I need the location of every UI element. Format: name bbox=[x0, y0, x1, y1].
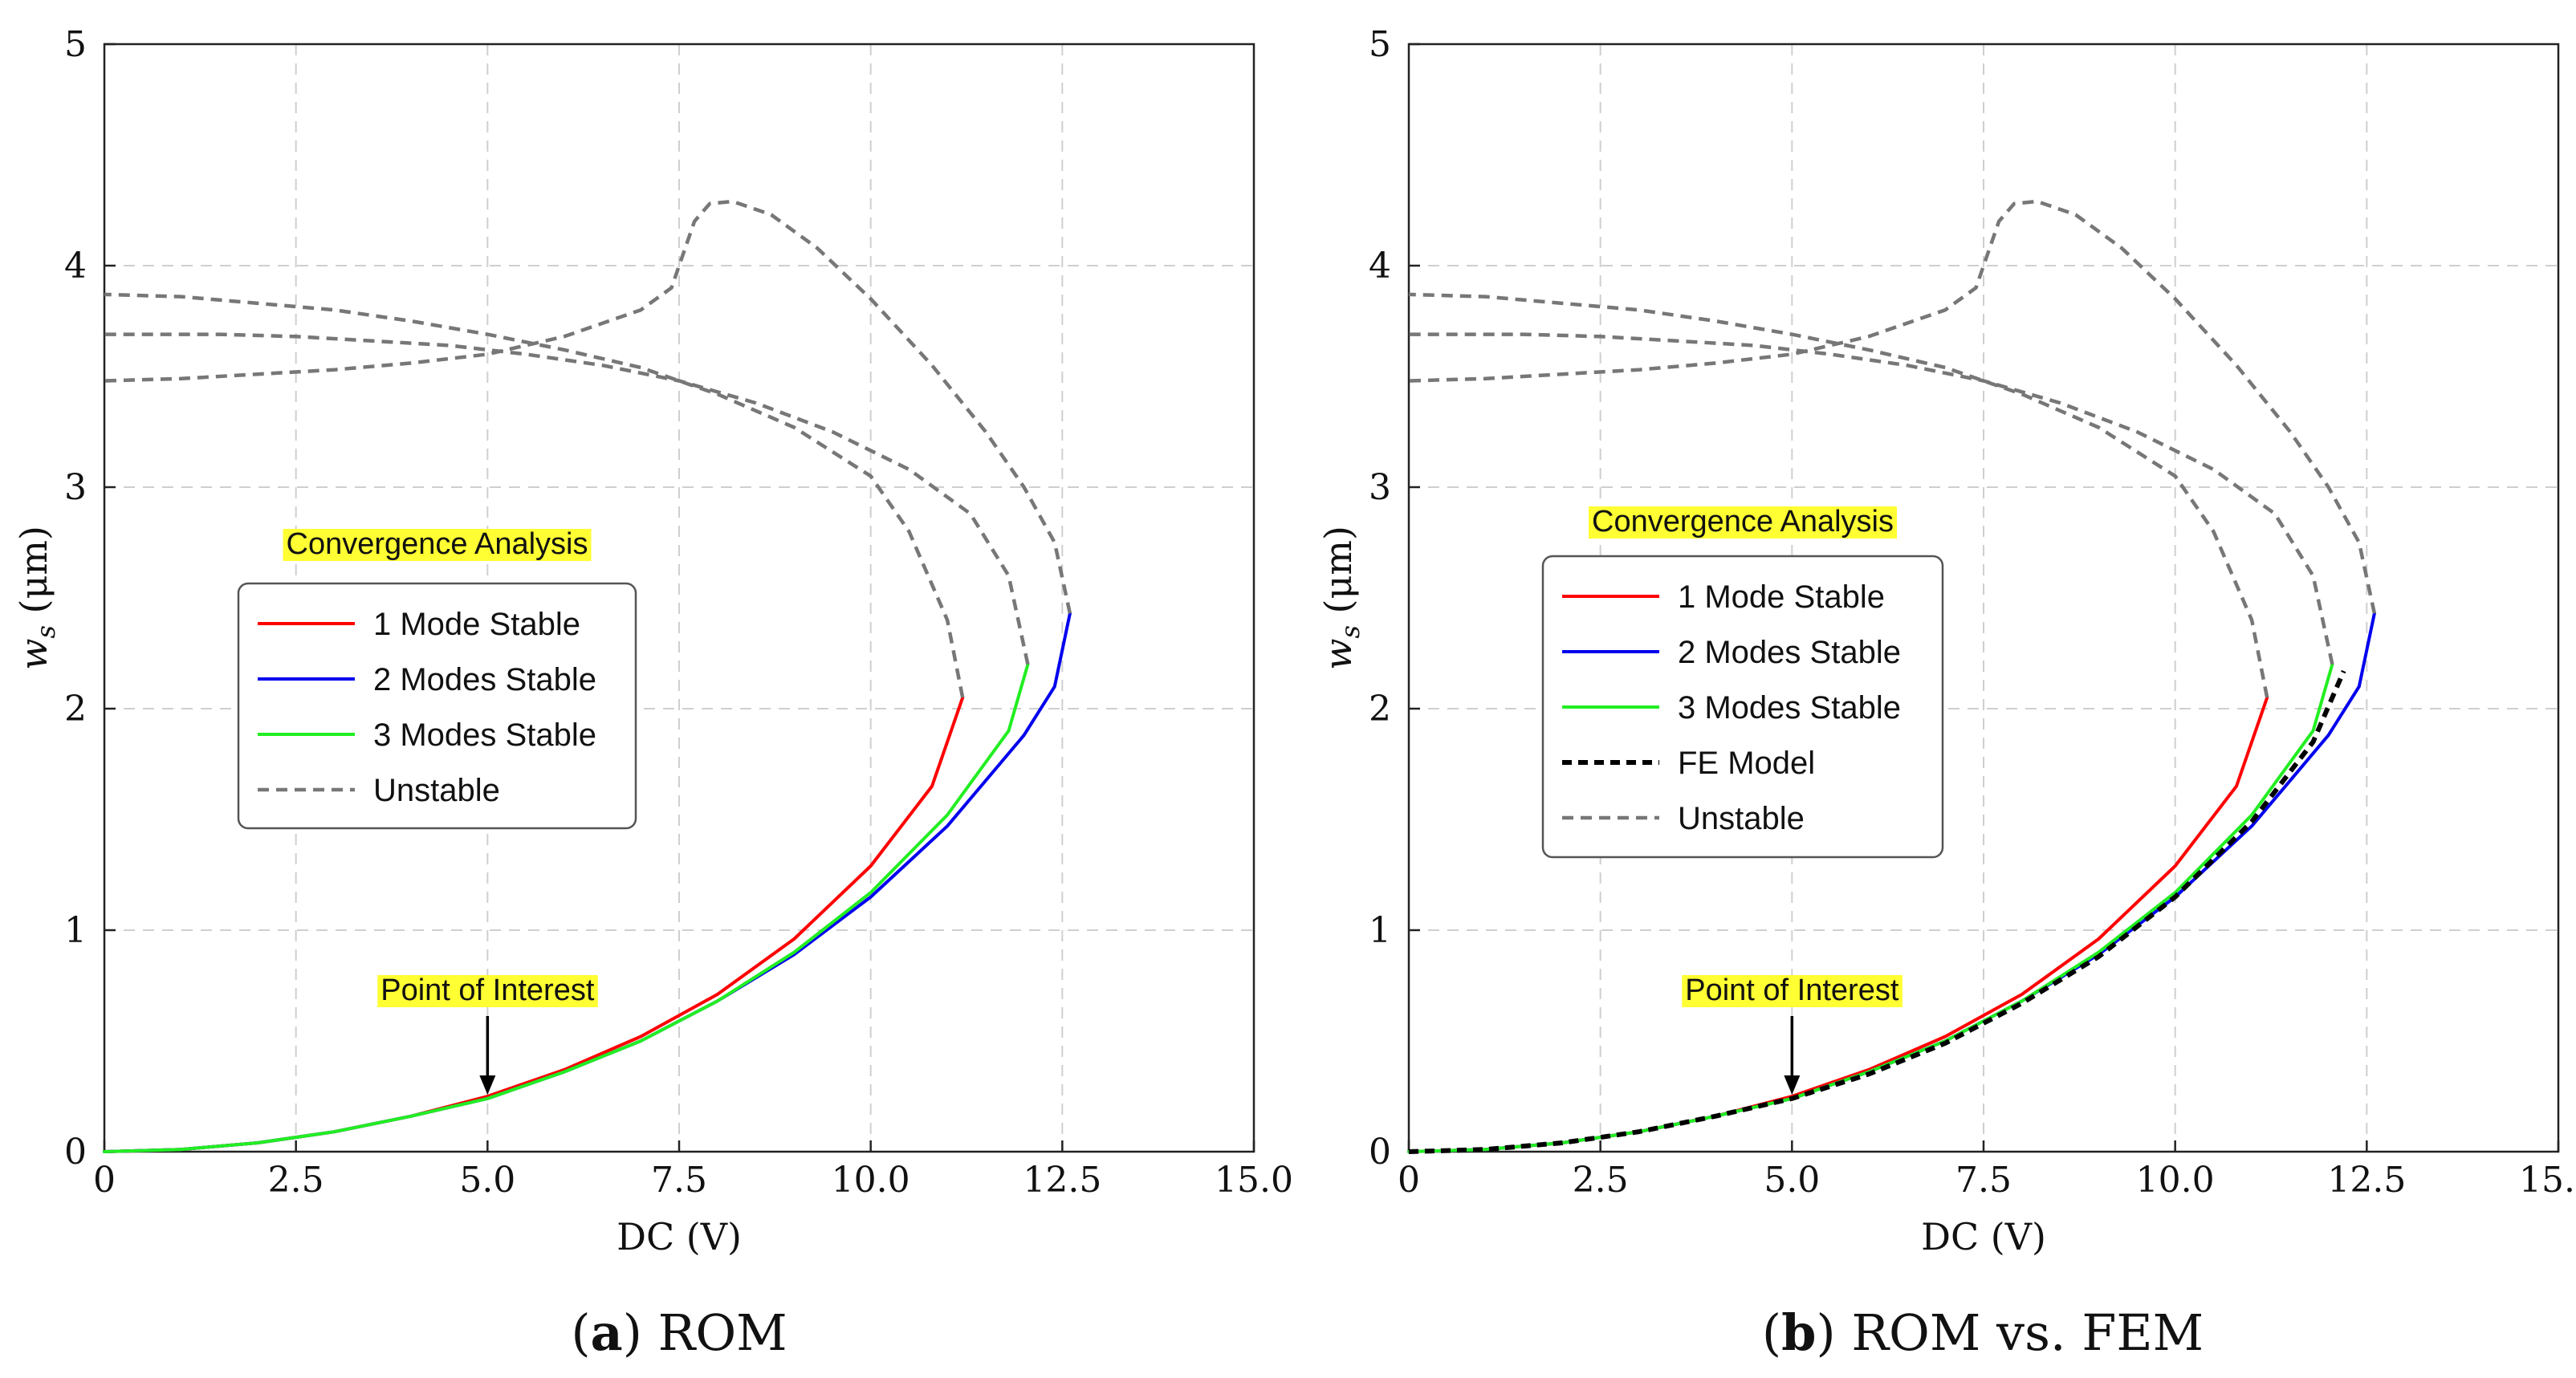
series-line-unstable bbox=[1409, 332, 2334, 665]
y-tick-label: 5 bbox=[64, 24, 87, 65]
caption-title: ROM vs. FEM bbox=[1851, 1303, 2204, 1362]
caption-open-paren: ( bbox=[571, 1303, 590, 1362]
x-tick-label: 15.0 bbox=[2519, 1160, 2576, 1201]
annotation-label: Point of Interest bbox=[380, 974, 595, 1007]
annotation-label: Point of Interest bbox=[1685, 974, 1899, 1007]
legend-label: 1 Mode Stable bbox=[1678, 579, 1885, 615]
caption-label: b bbox=[1781, 1303, 1816, 1362]
y-axis-label-symbol: w bbox=[12, 639, 55, 670]
x-tick-label: 0 bbox=[1398, 1160, 1420, 1201]
y-tick-label: 3 bbox=[1369, 467, 1391, 508]
legend-label: Unstable bbox=[373, 773, 500, 808]
caption-close-paren: ) bbox=[623, 1303, 658, 1362]
y-tick-label: 4 bbox=[1369, 246, 1391, 287]
x-tick-label: 2.5 bbox=[1573, 1160, 1629, 1201]
legend-title: Convergence Analysis bbox=[1592, 505, 1894, 539]
caption-open-paren: ( bbox=[1762, 1303, 1781, 1362]
chart-panel-b: 0 2.5 5.0 7.5 10.0 12.5 15.0 0 1 2 3 4 5 DC (V) ws (μm… bbox=[1316, 24, 2576, 1362]
x-axis-label: DC (V) bbox=[617, 1215, 742, 1258]
legend-box bbox=[1541, 555, 1944, 859]
x-tick-label: 0 bbox=[93, 1160, 116, 1201]
chart-panel-a: 0 2.5 5.0 7.5 10.0 12.5 15.0 0 1 2 3 4 5 DC (V) ws (μm… bbox=[12, 24, 1293, 1362]
annotation-arrow-head bbox=[1784, 1075, 1801, 1095]
series-line-unstable bbox=[104, 199, 1072, 614]
caption-title: ROM bbox=[658, 1303, 787, 1362]
label-highlight bbox=[1589, 506, 1897, 539]
y-tick-label: 0 bbox=[1369, 1132, 1391, 1173]
x-tick-label: 5.0 bbox=[1764, 1160, 1820, 1201]
y-axis-label-unit: (μm) bbox=[1316, 526, 1360, 625]
annotation-arrow-head bbox=[479, 1075, 496, 1095]
label-highlight bbox=[377, 975, 598, 1007]
x-tick-label: 12.5 bbox=[1023, 1160, 1101, 1201]
legend-label: 2 Modes Stable bbox=[373, 662, 596, 697]
x-tick-label: 15.0 bbox=[1215, 1160, 1293, 1201]
legend-label: 2 Modes Stable bbox=[1678, 635, 1901, 670]
legend-box bbox=[237, 582, 637, 830]
x-tick-label: 12.5 bbox=[2327, 1160, 2406, 1201]
series-line-unstable bbox=[1408, 292, 2269, 698]
y-axis-label-subscript: s bbox=[1335, 625, 1365, 638]
series-line-unstable bbox=[1408, 199, 2377, 614]
y-axis-label-unit: (μm) bbox=[12, 526, 55, 625]
x-tick-label: 7.5 bbox=[651, 1160, 707, 1201]
legend-label: 3 Modes Stable bbox=[373, 717, 596, 753]
y-tick-label: 5 bbox=[1369, 24, 1391, 65]
x-tick-label: 10.0 bbox=[832, 1160, 910, 1201]
panel-caption: (a) ROM bbox=[571, 1303, 787, 1362]
y-axis-label-subscript: s bbox=[31, 625, 61, 638]
legend-label: Unstable bbox=[1678, 801, 1805, 836]
label-highlight bbox=[1682, 975, 1902, 1007]
series-line-fe-model bbox=[1408, 669, 2346, 1154]
y-tick-label: 1 bbox=[1369, 910, 1391, 951]
series-line-unstable bbox=[104, 332, 1030, 665]
panel-caption: (b) ROM vs. FEM bbox=[1762, 1303, 2204, 1362]
y-tick-label: 0 bbox=[64, 1132, 87, 1173]
x-axis-label: DC (V) bbox=[1921, 1215, 2046, 1258]
series-line-3-modes-stable bbox=[103, 662, 1030, 1153]
caption-close-paren: ) bbox=[1816, 1303, 1851, 1362]
x-tick-label: 2.5 bbox=[268, 1160, 324, 1201]
y-axis-label: ws (μm) bbox=[12, 526, 61, 670]
y-axis-label-symbol: w bbox=[1316, 639, 1360, 670]
x-tick-label: 10.0 bbox=[2136, 1160, 2215, 1201]
y-tick-label: 2 bbox=[64, 689, 87, 730]
caption-label: a bbox=[591, 1303, 623, 1362]
legend-label: 3 Modes Stable bbox=[1678, 690, 1901, 726]
y-tick-label: 2 bbox=[1369, 689, 1391, 730]
label-highlight bbox=[283, 529, 592, 561]
y-tick-label: 1 bbox=[64, 910, 87, 951]
y-tick-label: 3 bbox=[64, 467, 87, 508]
series-line-unstable bbox=[104, 292, 965, 698]
x-tick-label: 5.0 bbox=[459, 1160, 515, 1201]
y-axis-label: ws (μm) bbox=[1316, 526, 1365, 670]
legend-title: Convergence Analysis bbox=[287, 527, 588, 561]
x-tick-label: 7.5 bbox=[1955, 1160, 2012, 1201]
legend-label: 1 Mode Stable bbox=[373, 607, 580, 642]
y-tick-label: 4 bbox=[64, 246, 87, 287]
legend-label: FE Model bbox=[1678, 746, 1815, 781]
